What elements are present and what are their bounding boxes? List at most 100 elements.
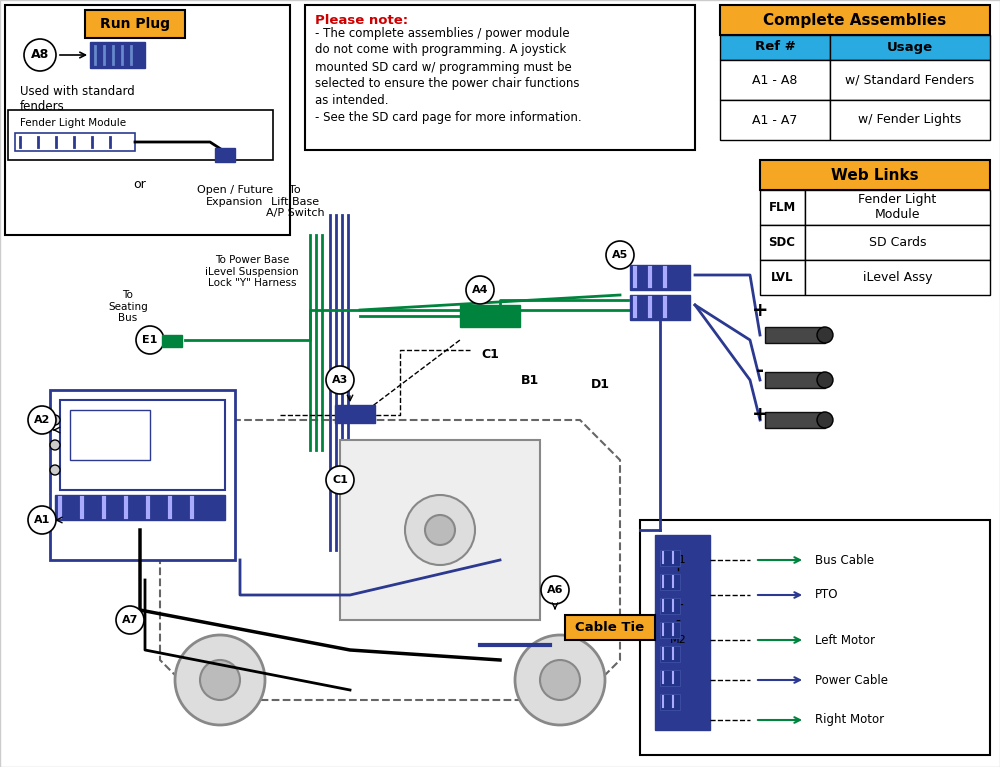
Text: +: + [672, 598, 684, 612]
Text: B1: B1 [521, 374, 539, 387]
Bar [5, 5, 290, 235]
Circle shape [50, 440, 60, 450]
Bar [830, 60, 990, 100]
Text: To
Lift Base
A/P Switch: To Lift Base A/P Switch [266, 185, 324, 218]
Bar [460, 305, 520, 327]
Text: A6: A6 [547, 585, 563, 595]
Text: A3: A3 [332, 375, 348, 385]
Text: Complete Assemblies: Complete Assemblies [763, 12, 947, 28]
Text: A2: A2 [34, 415, 50, 425]
Text: A1 - A7: A1 - A7 [752, 114, 798, 127]
Bar [55, 495, 225, 520]
Text: do not come with programming. A joystick: do not come with programming. A joystick [315, 44, 566, 57]
Text: Usage: Usage [887, 41, 933, 54]
Bar [720, 5, 990, 35]
Bar [335, 405, 375, 423]
Text: or: or [134, 179, 146, 192]
Bar [660, 646, 680, 662]
Text: C1: C1 [332, 475, 348, 485]
Text: mounted SD card w/ programming must be: mounted SD card w/ programming must be [315, 61, 572, 74]
Bar [765, 327, 825, 343]
Circle shape [136, 326, 164, 354]
Text: iLevel Assy: iLevel Assy [863, 271, 932, 284]
Text: A8: A8 [31, 48, 49, 61]
Circle shape [540, 660, 580, 700]
Text: Used with standard
fenders: Used with standard fenders [20, 85, 135, 113]
Circle shape [116, 606, 144, 634]
Bar [640, 520, 990, 755]
Bar [162, 335, 182, 347]
Bar [760, 225, 805, 260]
Text: -: - [676, 615, 680, 629]
Bar [660, 622, 680, 638]
Text: Ref #: Ref # [755, 41, 795, 54]
Bar [305, 5, 695, 150]
Circle shape [28, 406, 56, 434]
Circle shape [200, 660, 240, 700]
Text: Left Motor: Left Motor [815, 634, 875, 647]
Bar [765, 412, 825, 428]
Text: Cable Tie: Cable Tie [575, 621, 645, 634]
Circle shape [326, 366, 354, 394]
Circle shape [606, 241, 634, 269]
Bar [50, 390, 235, 560]
Text: PTO: PTO [815, 588, 838, 601]
Text: M1: M1 [670, 555, 686, 565]
Text: - The complete assemblies / power module: - The complete assemblies / power module [315, 27, 570, 39]
Circle shape [28, 506, 56, 534]
Bar [830, 100, 990, 140]
Bar [655, 535, 710, 730]
Circle shape [24, 39, 56, 71]
Text: w/ Fender Lights: w/ Fender Lights [858, 114, 962, 127]
Circle shape [466, 276, 494, 304]
Text: Fender Light Module: Fender Light Module [20, 118, 126, 128]
Text: SD Cards: SD Cards [869, 236, 926, 249]
Text: FLM: FLM [768, 201, 796, 214]
Text: as intended.: as intended. [315, 94, 388, 107]
Bar [660, 550, 680, 566]
Bar [215, 148, 235, 162]
Bar [15, 133, 135, 151]
Text: - See the SD card page for more information.: - See the SD card page for more informat… [315, 111, 582, 124]
Text: w/ Standard Fenders: w/ Standard Fenders [845, 74, 975, 87]
Circle shape [541, 576, 569, 604]
Bar [760, 190, 805, 225]
Text: M2: M2 [670, 635, 686, 645]
Bar [565, 615, 655, 640]
Text: +: + [752, 301, 768, 320]
Circle shape [326, 466, 354, 494]
Circle shape [817, 327, 833, 343]
Text: +: + [752, 406, 768, 424]
Circle shape [50, 415, 60, 425]
Text: To
Seating
Bus: To Seating Bus [108, 290, 148, 323]
Text: A1 - A8: A1 - A8 [752, 74, 798, 87]
Text: A4: A4 [472, 285, 488, 295]
Circle shape [817, 372, 833, 388]
Circle shape [425, 515, 455, 545]
Bar [630, 295, 690, 320]
Text: Right Motor: Right Motor [815, 713, 884, 726]
Text: Bus Cable: Bus Cable [815, 554, 874, 567]
Bar [830, 35, 990, 60]
Text: Please note:: Please note: [315, 14, 408, 27]
Bar [720, 35, 830, 60]
Text: D1: D1 [590, 378, 610, 391]
Text: A1: A1 [34, 515, 50, 525]
Bar [85, 10, 185, 38]
Text: A7: A7 [122, 615, 138, 625]
Bar [660, 598, 680, 614]
Text: selected to ensure the power chair functions: selected to ensure the power chair funct… [315, 77, 580, 91]
Text: C1: C1 [481, 348, 499, 361]
Bar [70, 410, 150, 460]
Circle shape [515, 635, 605, 725]
Text: SDC: SDC [768, 236, 796, 249]
Bar [760, 260, 805, 295]
Bar [60, 400, 225, 490]
Bar [660, 670, 680, 686]
Bar [660, 694, 680, 710]
Text: E1: E1 [142, 335, 158, 345]
Text: -: - [756, 360, 764, 380]
Bar [90, 42, 145, 68]
Bar [805, 190, 990, 225]
Circle shape [405, 495, 475, 565]
